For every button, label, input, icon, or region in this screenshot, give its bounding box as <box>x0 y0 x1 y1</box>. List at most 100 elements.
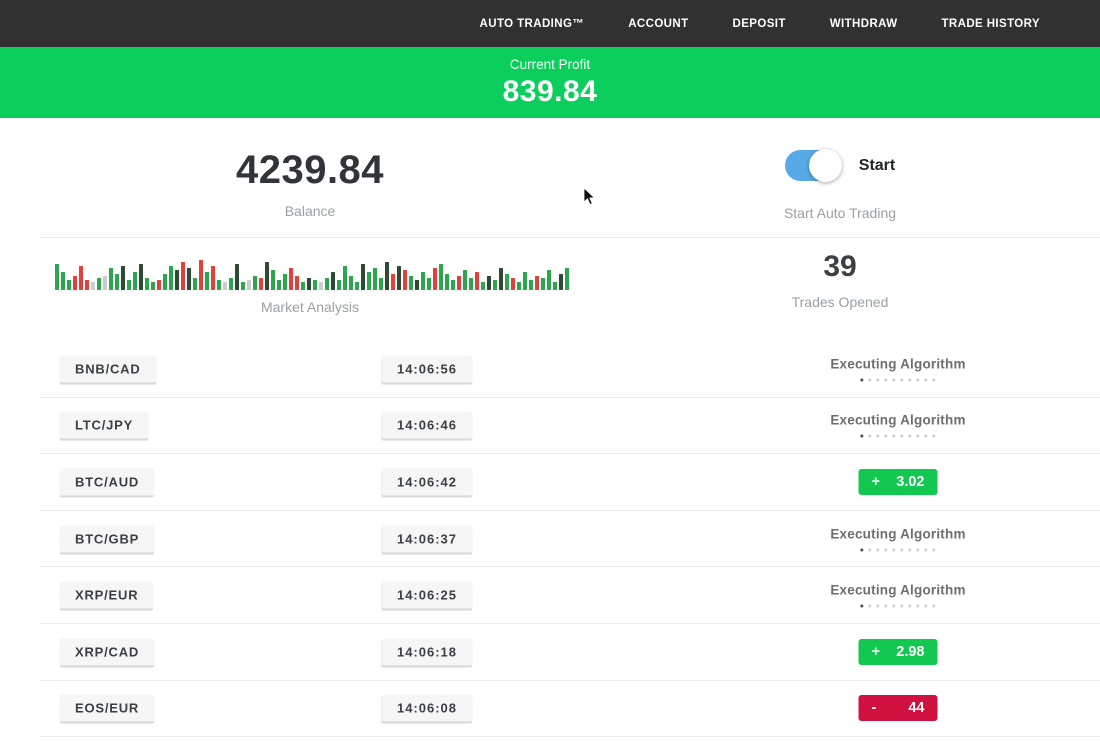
market-bar <box>265 262 269 290</box>
progress-dots <box>830 548 965 552</box>
market-bar <box>331 272 335 290</box>
market-bar <box>391 274 395 290</box>
current-profit-value: 839.84 <box>502 74 598 108</box>
trades-opened-value: 39 <box>823 250 857 283</box>
top-navbar: AUTO TRADING™ ACCOUNT DEPOSIT WITHDRAW TRADE… <box>0 0 1100 47</box>
time-badge: 14:06:42 <box>381 468 473 496</box>
nav-item-account[interactable]: ACCOUNT <box>628 17 689 30</box>
market-bar <box>193 278 197 290</box>
market-bar <box>235 264 239 290</box>
balance-block: 4239.84 Balance <box>0 148 620 219</box>
auto-trading-toggle[interactable] <box>784 149 842 182</box>
trades-opened-block: 39 Trades Opened <box>620 250 1060 310</box>
market-bar <box>415 280 419 290</box>
progress-dots <box>830 434 965 438</box>
market-bar <box>565 268 569 290</box>
market-bar <box>301 282 305 290</box>
market-bar <box>493 280 497 290</box>
market-bar <box>283 274 287 290</box>
trades-opened-label: Trades Opened <box>791 294 889 310</box>
market-bar <box>541 278 545 290</box>
market-bar <box>445 274 449 290</box>
balance-label: Balance <box>284 203 336 219</box>
market-bar <box>355 282 359 290</box>
market-bar <box>529 280 533 290</box>
market-bar <box>499 268 503 290</box>
market-bar <box>289 268 293 290</box>
market-bar <box>223 282 227 290</box>
market-bar <box>151 282 155 290</box>
market-bar <box>469 278 473 290</box>
trade-row: BTC/AUD 14:06:42 +3.02 <box>40 454 1100 511</box>
nav-item-auto-trading[interactable]: AUTO TRADING™ <box>479 17 585 30</box>
market-bar <box>505 274 509 290</box>
market-bar <box>517 282 521 290</box>
market-bar <box>439 264 443 290</box>
market-bar <box>481 282 485 290</box>
market-bar <box>145 278 149 290</box>
time-badge: 14:06:25 <box>381 581 473 609</box>
market-bar <box>199 260 203 290</box>
market-bar <box>121 266 125 290</box>
status-cell: - 44 <box>858 695 938 722</box>
market-bar <box>259 278 263 290</box>
market-bar <box>427 278 431 290</box>
market-bar <box>115 274 119 290</box>
market-bar <box>163 274 167 290</box>
market-bar <box>169 266 173 290</box>
market-bar <box>475 272 479 290</box>
market-bar <box>403 270 407 290</box>
result-value: 3.02 <box>896 473 925 490</box>
market-analysis-block: Market Analysis <box>0 256 620 315</box>
market-bar <box>319 282 323 290</box>
market-bar <box>487 276 491 290</box>
nav-item-trade-history[interactable]: TRADE HISTORY <box>941 17 1040 30</box>
trade-row: EOS/EUR 14:06:08 - 44 <box>40 681 1100 738</box>
market-bar <box>325 278 329 290</box>
time-badge: 14:06:18 <box>381 638 473 666</box>
status-cell: +3.02 <box>858 468 938 495</box>
result-value: 2.98 <box>896 643 925 660</box>
status-cell: Executing Algorithm <box>830 583 965 608</box>
market-bar <box>397 266 401 290</box>
market-bar <box>343 266 347 290</box>
pair-badge: EOS/EUR <box>60 694 155 722</box>
pair-badge: BNB/CAD <box>60 355 156 383</box>
market-bar <box>547 270 551 290</box>
time-badge: 14:06:37 <box>381 525 473 553</box>
market-bar <box>175 270 179 290</box>
market-bar <box>349 276 353 290</box>
pair-badge: LTC/JPY <box>60 411 149 439</box>
nav-item-withdraw[interactable]: WITHDRAW <box>829 17 898 30</box>
trade-row: XRP/EUR 14:06:25 Executing Algorithm <box>40 567 1100 624</box>
market-bar <box>79 266 83 290</box>
divider <box>40 237 1100 238</box>
progress-dots <box>830 604 965 608</box>
trade-row: XRP/CAD 14:06:18 +2.98 <box>40 624 1100 681</box>
main-content: 4239.84 Balance Start Start Auto Trading… <box>0 118 1100 742</box>
executing-algorithm-label: Executing Algorithm <box>830 356 966 372</box>
time-badge: 14:06:08 <box>381 694 473 722</box>
time-badge: 14:06:56 <box>381 355 473 383</box>
market-bar <box>181 262 185 290</box>
market-bar <box>229 278 233 290</box>
market-bar <box>463 270 467 290</box>
market-bar <box>433 268 437 290</box>
market-bar <box>109 268 113 290</box>
result-sign: - <box>871 700 877 717</box>
nav-menu: AUTO TRADING™ ACCOUNT DEPOSIT WITHDRAW TRADE… <box>480 18 1040 30</box>
market-bar <box>409 276 413 290</box>
nav-item-deposit[interactable]: DEPOSIT <box>732 17 786 30</box>
market-bar <box>511 278 515 290</box>
market-bar <box>457 276 461 290</box>
market-bar <box>295 276 299 290</box>
time-badge: 14:06:46 <box>381 411 473 439</box>
status-cell: Executing Algorithm <box>830 526 965 552</box>
market-bar <box>187 268 191 290</box>
pair-badge: XRP/CAD <box>60 638 155 666</box>
executing-algorithm-label: Executing Algorithm <box>830 582 966 598</box>
status-cell: Executing Algorithm <box>830 356 966 382</box>
market-bar <box>307 278 311 290</box>
market-bar <box>535 276 539 290</box>
market-analysis-chart <box>55 256 620 290</box>
